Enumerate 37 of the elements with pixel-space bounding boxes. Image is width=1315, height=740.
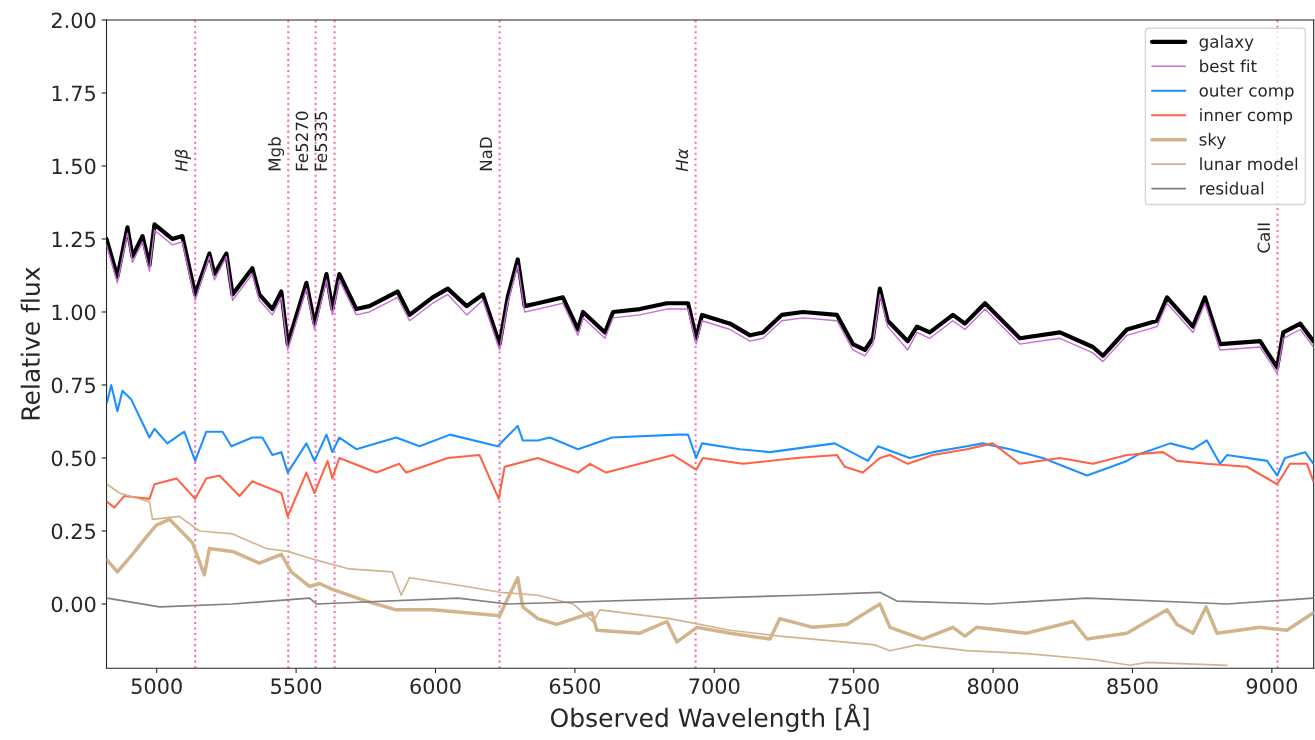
y-tick-label: 0.25 [51,523,95,540]
x-tick-label: 7500 [828,678,879,695]
y-tick-label: 1.00 [52,304,96,321]
x-tick-label: 9000 [1246,678,1297,695]
legend-label: residual [1200,181,1264,195]
x-tick-label: 6500 [549,678,601,695]
x-tick-label: 8000 [967,678,1019,695]
ref-line-label: Fe5335 [314,111,328,171]
y-tick-label: 1.50 [52,158,96,175]
y-tick-label: 0.75 [51,377,95,394]
x-tick-label: 8500 [1107,678,1158,695]
legend-label: galaxy [1199,34,1254,52]
x-tick-label: 7000 [689,678,740,695]
y-tick-label: 0.50 [51,450,96,467]
ref-line-label: CaII [1257,223,1271,253]
legend-label: best fit [1200,59,1257,73]
x-tick-label: 6000 [410,678,461,695]
ref-line-label: NaD [479,137,493,171]
y-tick-label: 0.00 [51,596,96,613]
legend-label: inner comp [1200,108,1293,125]
y-tick-label: 1.25 [52,231,95,248]
ref-line-label: Fe5270 [295,111,309,171]
ref-line-label: Mgb [267,137,285,171]
x-tick-label: 5500 [271,678,322,695]
legend-label: outer comp [1199,84,1294,101]
x-axis-title: Observed Wavelength [Å] [550,703,869,733]
legend-label: sky [1199,132,1226,149]
line-series [106,591,1314,608]
y-tick-label: 1.75 [52,85,95,102]
y-tick-label: 2.00 [51,12,96,29]
x-tick-label: 5000 [131,678,182,695]
legend-label: lunar model [1200,157,1298,171]
ref-line-label: Hβ [174,149,191,172]
ref-line-label: Hα [675,148,689,172]
y-axis-title: Relative flux [20,267,41,420]
line-series [106,383,1314,477]
line-series [106,442,1314,518]
